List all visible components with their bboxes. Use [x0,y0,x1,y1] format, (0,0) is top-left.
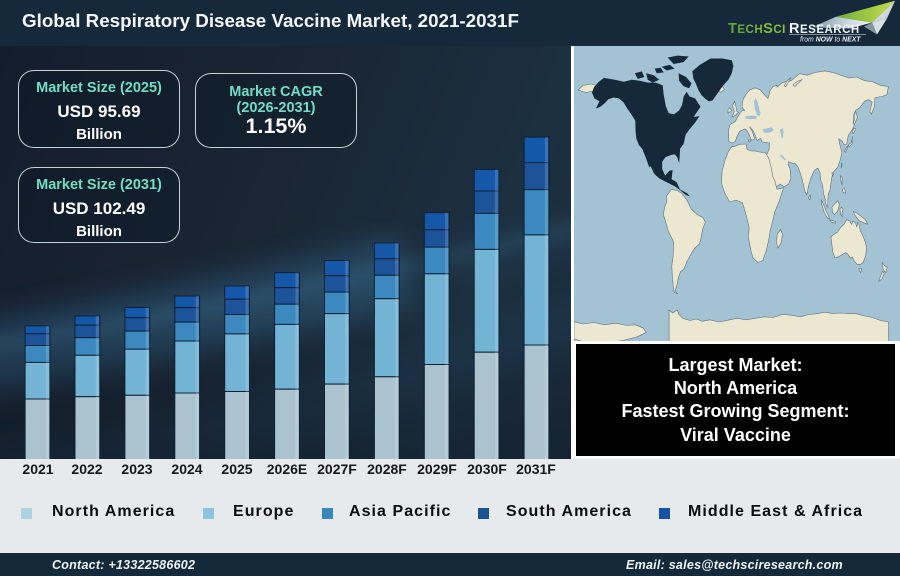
svg-text:TECHSCI: TECHSCI [728,21,786,37]
svg-text:RESEARCH: RESEARCH [789,21,860,37]
svg-text:from NOW to NEXT: from NOW to NEXT [800,37,861,44]
